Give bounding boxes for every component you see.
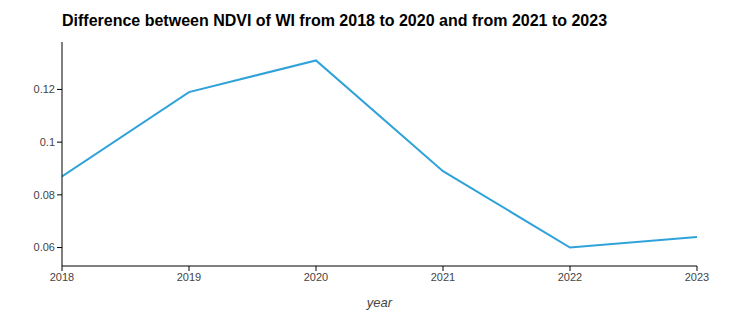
svg-text:0.12: 0.12	[34, 83, 55, 95]
html-text:Difference between NDVI of WI: Difference between NDVI of WI from 2018 …	[62, 12, 608, 29]
svg-text:2023: 2023	[685, 271, 709, 283]
svg-text:2018: 2018	[50, 271, 74, 283]
svg-text:2019: 2019	[177, 271, 201, 283]
svg-text:2022: 2022	[558, 271, 582, 283]
svg-text:0.06: 0.06	[34, 241, 55, 253]
svg-text:2020: 2020	[304, 271, 328, 283]
svg-text:2021: 2021	[431, 271, 455, 283]
svg-text:year: year	[366, 295, 393, 310]
svg-text:0.08: 0.08	[34, 189, 55, 201]
svg-text:0.1: 0.1	[40, 136, 55, 148]
